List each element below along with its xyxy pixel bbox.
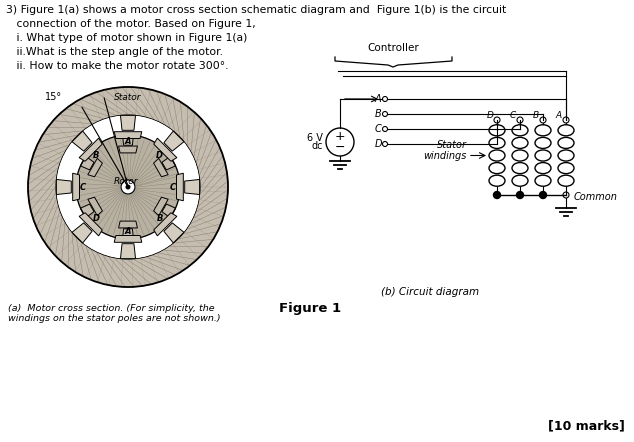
Text: C: C (80, 183, 86, 191)
Text: Common: Common (574, 192, 618, 202)
Text: +: + (335, 130, 346, 144)
Polygon shape (164, 131, 184, 151)
Polygon shape (153, 158, 168, 177)
Polygon shape (81, 204, 94, 217)
Polygon shape (164, 223, 184, 243)
Polygon shape (119, 221, 138, 228)
Polygon shape (154, 213, 177, 236)
Text: i. What type of motor shown in Figure 1(a): i. What type of motor shown in Figure 1(… (6, 33, 247, 43)
Text: D: D (486, 111, 493, 121)
Polygon shape (73, 173, 79, 201)
Polygon shape (114, 132, 142, 138)
Text: C: C (375, 124, 382, 134)
Polygon shape (119, 146, 138, 153)
Circle shape (540, 191, 547, 198)
Text: (b) Circuit diagram: (b) Circuit diagram (381, 287, 479, 297)
Polygon shape (154, 138, 177, 161)
Polygon shape (153, 197, 168, 216)
Text: D: D (157, 151, 164, 160)
Text: Rotor: Rotor (113, 178, 138, 187)
Polygon shape (81, 156, 94, 170)
Text: connection of the motor. Based on Figure 1,: connection of the motor. Based on Figure… (6, 19, 256, 29)
Polygon shape (88, 158, 103, 177)
Polygon shape (122, 229, 133, 239)
Text: D: D (93, 214, 100, 223)
Text: 6 V: 6 V (307, 133, 323, 143)
Text: Figure 1: Figure 1 (279, 302, 341, 315)
Text: dc: dc (311, 141, 323, 151)
Circle shape (76, 135, 180, 239)
Text: A: A (125, 137, 131, 146)
Polygon shape (176, 173, 183, 201)
Text: B: B (533, 111, 539, 121)
Polygon shape (79, 138, 102, 161)
Text: 15°: 15° (45, 92, 62, 103)
Circle shape (126, 185, 130, 189)
Polygon shape (122, 135, 133, 145)
Polygon shape (79, 213, 102, 236)
Polygon shape (120, 244, 136, 259)
Text: 3) Figure 1(a) shows a motor cross section schematic diagram and  Figure 1(b) is: 3) Figure 1(a) shows a motor cross secti… (6, 5, 507, 15)
Text: A: A (375, 94, 381, 104)
Circle shape (493, 191, 500, 198)
Circle shape (517, 191, 524, 198)
Polygon shape (88, 197, 103, 216)
Circle shape (57, 116, 199, 258)
Polygon shape (184, 179, 200, 194)
Circle shape (121, 180, 135, 194)
Text: ii. How to make the motor rotate 300°.: ii. How to make the motor rotate 300°. (6, 61, 228, 71)
Text: Stator: Stator (114, 94, 142, 103)
Polygon shape (56, 179, 71, 194)
Text: −: − (335, 141, 346, 153)
Polygon shape (72, 223, 92, 243)
Circle shape (28, 87, 228, 287)
Text: B: B (93, 151, 100, 160)
Text: [10 marks]: [10 marks] (548, 419, 625, 432)
Text: Stator
windings: Stator windings (424, 140, 467, 161)
Text: C: C (170, 183, 176, 191)
Text: B: B (157, 214, 163, 223)
Polygon shape (162, 156, 176, 170)
Text: D: D (374, 139, 382, 149)
Text: B: B (375, 109, 382, 119)
Polygon shape (114, 236, 142, 242)
Text: A: A (556, 111, 562, 121)
Polygon shape (72, 131, 92, 151)
Text: Controller: Controller (367, 43, 419, 53)
Text: C: C (510, 111, 516, 121)
Polygon shape (120, 115, 136, 130)
Polygon shape (162, 204, 176, 217)
Text: ii.What is the step angle of the motor.: ii.What is the step angle of the motor. (6, 47, 223, 57)
Text: (a)  Motor cross section. (For simplicity, the
windings on the stator poles are : (a) Motor cross section. (For simplicity… (8, 304, 221, 324)
Text: A: A (125, 228, 131, 236)
